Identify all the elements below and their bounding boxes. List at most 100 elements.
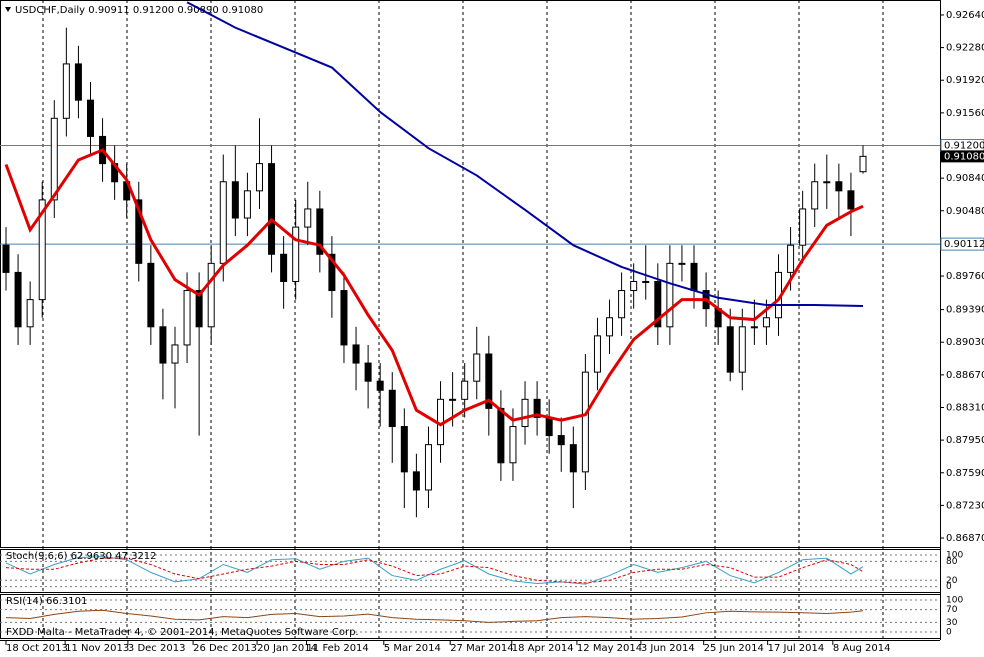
price-label: 0.90112: [944, 239, 984, 250]
x-tick-label: 3 Jun 2014: [641, 643, 695, 654]
y-tick-label: 70: [946, 605, 958, 615]
candle-body: [159, 326, 167, 364]
candle-body: [533, 398, 541, 418]
candle-body: [593, 335, 601, 373]
y-tick-label: 0.88310: [946, 402, 984, 413]
y-tick-label: 0.88670: [946, 370, 984, 381]
x-tick-label: 20 Jan 2014: [257, 643, 317, 654]
candle-body: [400, 426, 408, 473]
indicator-line: [5, 557, 864, 584]
candle-body: [268, 163, 276, 255]
y-tick-label: 0.89760: [946, 271, 984, 282]
x-tick-label: 11 Nov 2013: [65, 643, 129, 654]
y-tick-label: 0.87590: [946, 468, 984, 479]
y-tick-label: 0.90480: [946, 206, 984, 217]
y-tick-label: 100: [946, 596, 963, 606]
candle-body: [62, 63, 70, 119]
candle-body: [280, 253, 288, 282]
candle-body: [231, 181, 239, 219]
candle-body: [569, 444, 577, 473]
candle-body: [340, 290, 348, 346]
candle-body: [581, 371, 589, 473]
candle-body: [195, 290, 203, 328]
x-tick-label: 11 Feb 2014: [307, 643, 369, 654]
candle-body: [654, 280, 662, 328]
candle-body: [424, 444, 432, 491]
candle-body: [86, 99, 94, 137]
candle-body: [485, 353, 493, 409]
candle-body: [606, 317, 614, 337]
candle-body: [328, 253, 336, 292]
y-tick-label: 0.90840: [946, 173, 984, 184]
y-tick-label: 0.92640: [946, 10, 984, 21]
y-tick-label: 0.86870: [946, 533, 984, 544]
x-tick-label: 17 Jul 2014: [768, 643, 825, 654]
menu-arrow[interactable]: [5, 7, 11, 12]
candle-body: [521, 398, 529, 428]
candle-body: [14, 271, 22, 328]
x-tick-label: 27 Mar 2014: [450, 643, 513, 654]
y-tick-label: 0.87950: [946, 435, 984, 446]
y-tick-label: 0: [946, 582, 952, 592]
x-tick-label: 5 Mar 2014: [384, 643, 441, 654]
candle-body: [207, 262, 215, 328]
candle-body: [787, 244, 795, 273]
candle-body: [412, 471, 420, 491]
y-tick-label: 80: [946, 557, 958, 567]
x-tick-label: 8 Aug 2014: [833, 643, 891, 654]
candle-body: [376, 380, 384, 391]
candle-body: [678, 262, 686, 265]
indicator-label: RSI(14) 66.3101: [6, 596, 87, 607]
candle-body: [750, 326, 758, 329]
candle-body: [316, 208, 324, 255]
candle-body: [811, 181, 819, 210]
candle-body: [135, 199, 143, 264]
candle-body: [835, 181, 843, 192]
candle-body: [497, 407, 505, 464]
candle-body: [618, 290, 626, 319]
candle-body: [461, 380, 469, 400]
y-tick-label: 0.91560: [946, 108, 984, 119]
candle-body: [364, 362, 372, 382]
candle-body: [147, 262, 155, 328]
candle-body: [557, 435, 565, 446]
candle-body: [847, 190, 855, 210]
candle-body: [74, 63, 82, 101]
candle-body: [823, 181, 831, 184]
x-tick-label: 3 Dec 2013: [128, 643, 186, 654]
candle-body: [292, 226, 300, 282]
candle-body: [473, 353, 481, 382]
candle-body: [642, 280, 650, 283]
candle-body: [726, 326, 734, 373]
y-tick-label: 30: [946, 618, 958, 628]
y-tick-label: 20: [946, 576, 958, 586]
indicator-label: Stoch(9,6,6) 62.9630 47.3212: [6, 551, 157, 562]
bid-label-box: [941, 150, 984, 163]
candle-body: [26, 299, 34, 328]
candle-body: [666, 262, 674, 328]
candle-body: [509, 426, 517, 464]
bid-label: 0.91080: [944, 151, 984, 162]
footer: FXDD Malta - MetaTrader 4, © 2001-2014, …: [6, 627, 359, 638]
candle-body: [352, 344, 360, 364]
price-label-box: [940, 237, 984, 251]
candle-body: [243, 190, 251, 219]
candle-body: [38, 199, 46, 301]
x-tick-label: 18 Oct 2013: [6, 643, 68, 654]
candle-body: [388, 389, 396, 428]
indicator-line: [5, 556, 864, 585]
candle-body: [545, 416, 553, 437]
candle-body: [255, 163, 263, 192]
candle-body: [219, 181, 227, 264]
candle-body: [304, 208, 312, 228]
y-tick-label: 100: [946, 551, 963, 561]
candle-body: [2, 244, 10, 273]
candle-body: [171, 344, 179, 364]
candle-body: [183, 290, 191, 346]
chart-title: USDCHF,Daily 0.90911 0.91200 0.90890 0.9…: [15, 5, 263, 16]
candle-body: [50, 117, 58, 201]
candle-body: [690, 262, 698, 292]
x-tick-label: 25 Jun 2014: [704, 643, 764, 654]
y-tick-label: 0.91920: [946, 75, 984, 86]
